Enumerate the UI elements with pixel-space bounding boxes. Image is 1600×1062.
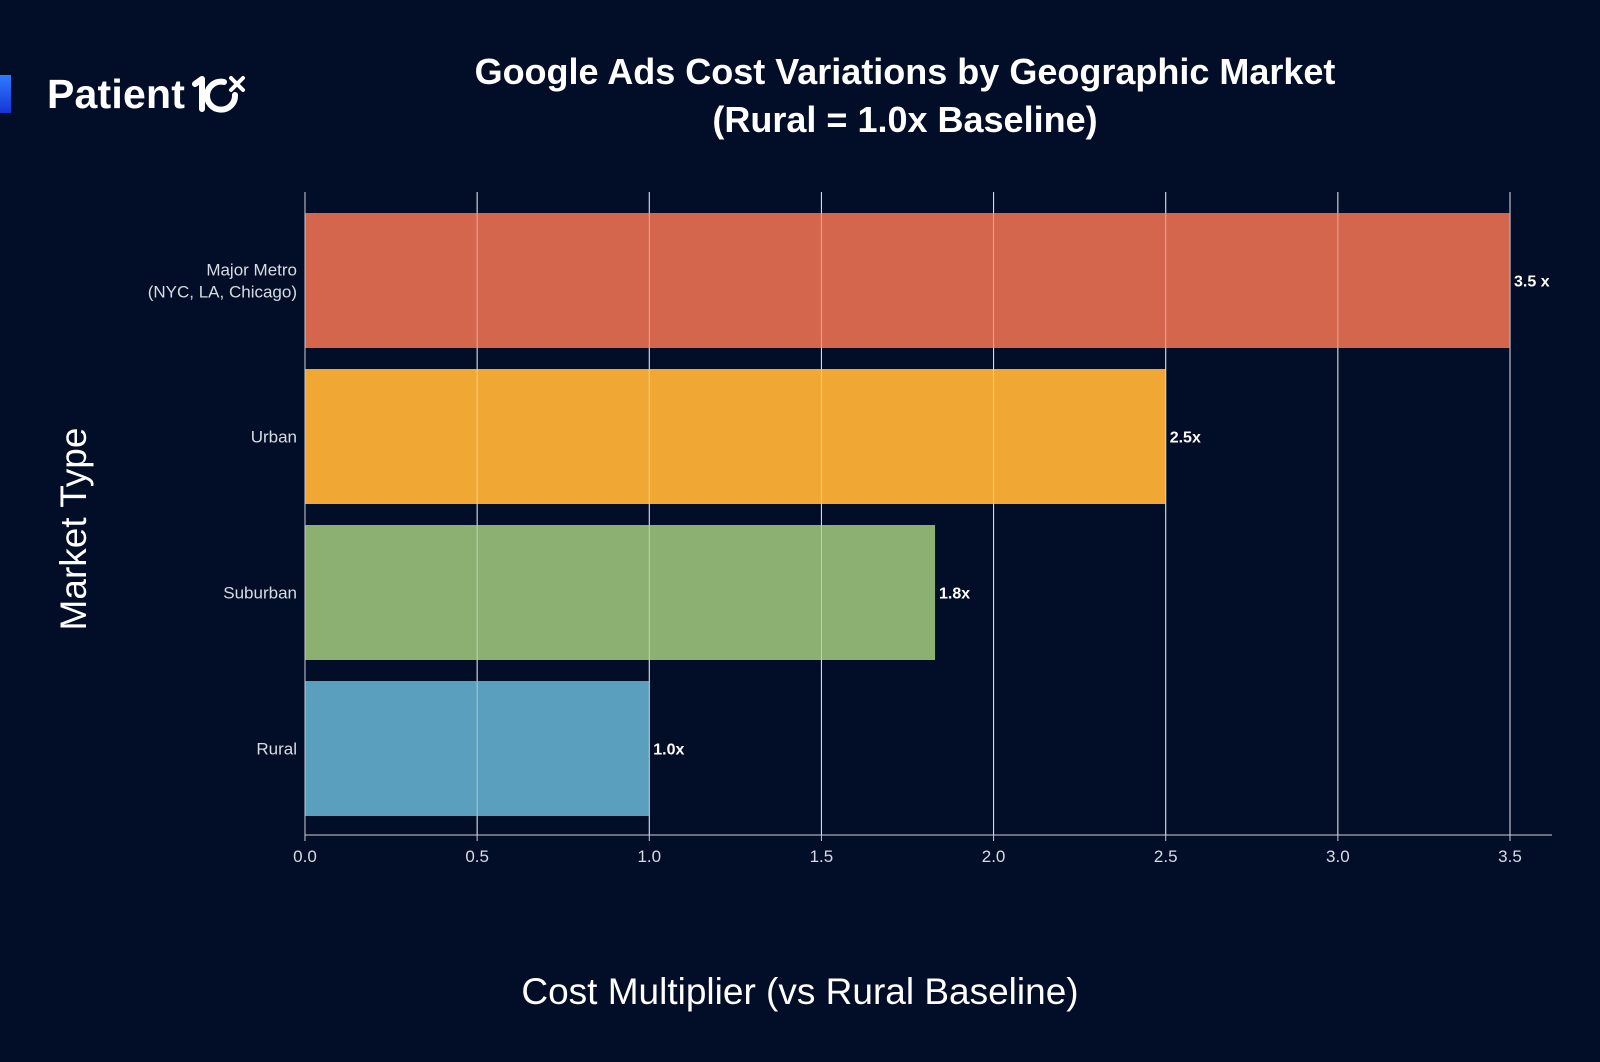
y-tick-label: Major Metro — [206, 261, 297, 280]
data-label: 3.5 x — [1514, 274, 1550, 291]
data-label: 2.5x — [1170, 430, 1201, 447]
x-tick-label: 2.0 — [982, 847, 1006, 866]
y-tick-label: Urban — [251, 428, 297, 447]
x-tick-label: 0.5 — [465, 847, 489, 866]
x-tick-label: 0.0 — [293, 847, 317, 866]
y-tick-label: Suburban — [223, 584, 297, 603]
x-tick-label: 2.5 — [1154, 847, 1178, 866]
y-tick-label: (NYC, LA, Chicago) — [148, 283, 297, 302]
axes — [304, 192, 1552, 841]
x-tick-label: 1.5 — [810, 847, 834, 866]
bar — [305, 369, 1166, 504]
bar — [305, 213, 1510, 348]
patient-10x-logo-icon — [192, 76, 246, 113]
chart-subtitle: (Rural = 1.0x Baseline) — [712, 99, 1098, 140]
brand-accent-bar — [0, 75, 11, 113]
data-label: 1.0x — [653, 742, 684, 759]
bars — [305, 213, 1510, 816]
y-tick-label: Rural — [256, 740, 297, 759]
data-label: 1.8x — [939, 586, 970, 603]
brand-name: Patient — [47, 70, 186, 117]
x-tick-label: 3.5 — [1498, 847, 1522, 866]
bar — [305, 525, 936, 660]
x-axis-title: Cost Multiplier (vs Rural Baseline) — [521, 971, 1079, 1012]
labels: 0.0 0.5 1.0 1.5 2.0 2.5 3.0 3.5 Major Metro (NYC,… — [148, 261, 1550, 867]
brand-logo: Patient — [0, 71, 247, 117]
x-tick-label: 1.0 — [637, 847, 661, 866]
x-tick-label: 3.0 — [1326, 847, 1350, 866]
bar — [305, 681, 650, 816]
chart-title: Google Ads Cost Variations by Geographic… — [474, 51, 1336, 92]
